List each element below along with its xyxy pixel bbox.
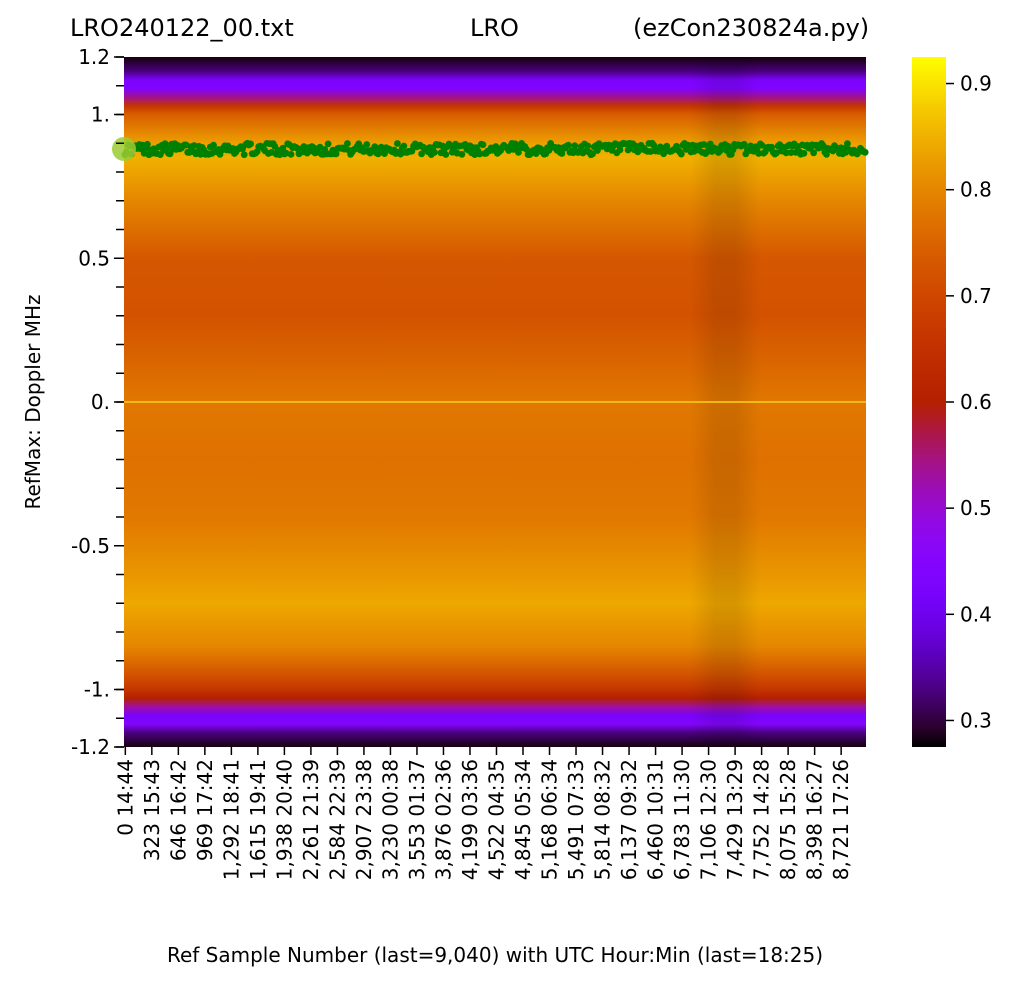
- title-left: LRO240122_00.txt: [70, 14, 294, 42]
- x-tick-label: 5,168 06:34: [538, 759, 562, 880]
- refmax-dot: [492, 143, 500, 150]
- refmax-dot: [810, 149, 817, 157]
- y-tick-label: -1.2: [71, 735, 110, 759]
- x-tick-label: 8,075 15:28: [776, 759, 800, 880]
- refmax-dot: [144, 140, 151, 148]
- refmax-dot: [740, 140, 748, 148]
- refmax-dot: [800, 149, 808, 157]
- x-tick-label: 3,876 02:36: [432, 759, 456, 880]
- x-tick-label: 5,491 07:33: [564, 759, 588, 880]
- x-tick-label: 4,522 04:35: [485, 759, 509, 880]
- refmax-dot: [844, 140, 851, 148]
- colorbar-tick-label: 0.8: [960, 178, 992, 202]
- x-tick-label: 7,429 13:29: [723, 759, 747, 880]
- refmax-dot: [240, 151, 248, 159]
- refmax-dot: [400, 142, 408, 150]
- x-axis-label: Ref Sample Number (last=9,040) with UTC …: [167, 943, 823, 967]
- x-tick-label: 4,199 03:36: [458, 759, 482, 880]
- x-tick-label: 6,460 10:31: [644, 759, 668, 880]
- refmax-dot: [324, 140, 332, 148]
- refmax-dot: [431, 149, 438, 156]
- refmax-dot: [418, 150, 425, 158]
- start-marker: [112, 137, 136, 161]
- x-tick-label: 1,292 18:41: [219, 759, 243, 880]
- colorbar-tick-label: 0.4: [960, 602, 992, 626]
- y-tick-label: 1.: [91, 103, 110, 127]
- colorbar: [912, 57, 946, 747]
- colorbar-axis: 0.3 0.4 0.5 0.6 0.7 0.8 0.9: [946, 72, 992, 732]
- x-tick-label: 2,261 21:39: [299, 759, 323, 880]
- refmax-dot: [442, 151, 450, 158]
- colorbar-tick-label: 0.7: [960, 284, 992, 308]
- refmax-dot: [724, 142, 732, 150]
- refmax-dots: [112, 137, 869, 161]
- x-tick-label: 3,553 01:37: [405, 759, 429, 880]
- refmax-dot: [677, 150, 685, 158]
- refmax-dot: [210, 141, 217, 149]
- refmax-dot: [861, 148, 869, 156]
- colorbar-tick-label: 0.9: [960, 72, 992, 96]
- refmax-dot: [571, 142, 579, 150]
- x-tick-label: 6,137 09:32: [617, 759, 641, 880]
- refmax-dot: [565, 141, 572, 149]
- x-tick-label: 1,938 20:40: [272, 759, 296, 880]
- refmax-dot: [755, 150, 763, 157]
- y-axis: 1.2 1. 0.5 0. -0.5 -1. -1.2: [71, 45, 124, 759]
- title-center: LRO: [470, 14, 519, 42]
- refmax-dot: [287, 151, 295, 158]
- x-tick-label: 0 14:44: [113, 759, 137, 836]
- x-tick-label: 7,752 14:28: [750, 759, 774, 880]
- title-right: (ezCon230824a.py): [633, 14, 870, 42]
- refmax-dot: [458, 150, 466, 158]
- refmax-dot: [823, 151, 830, 158]
- x-tick-label: 8,398 16:27: [803, 759, 827, 880]
- x-tick-label: 646 16:42: [166, 759, 190, 861]
- x-tick-label: 8,721 17:26: [829, 759, 853, 880]
- refmax-dot: [363, 141, 371, 148]
- refmax-dot: [782, 149, 790, 157]
- x-tick-label: 5,814 08:32: [591, 759, 615, 880]
- refmax-dot: [584, 142, 592, 150]
- refmax-dot: [532, 150, 540, 158]
- refmax-dot: [768, 143, 775, 151]
- refmax-dot: [279, 144, 287, 152]
- refmax-dot: [332, 150, 340, 158]
- refmax-dot: [589, 150, 596, 158]
- x-tick-label: 6,783 11:30: [670, 759, 694, 880]
- y-axis-label: RefMax: Doppler MHz: [21, 294, 45, 509]
- x-tick-label: 4,845 05:34: [511, 759, 535, 880]
- x-tick-label: 2,907 23:38: [352, 759, 376, 880]
- x-tick-label: 323 15:43: [140, 759, 164, 861]
- x-axis: 0 14:44 323 15:43 646 16:42 969 17:42 1,292 …: [113, 747, 853, 880]
- x-tick-label: 969 17:42: [193, 759, 217, 861]
- y-tick-label: 0.5: [78, 246, 110, 270]
- x-tick-label: 7,106 12:30: [697, 759, 721, 880]
- x-tick-label: 3,230 00:38: [378, 759, 402, 880]
- y-tick-label: 1.2: [78, 45, 110, 69]
- colorbar-tick-label: 0.3: [960, 708, 992, 732]
- x-tick-label: 2,584 22:39: [325, 759, 349, 880]
- colorbar-tick-label: 0.5: [960, 496, 992, 520]
- refmax-dot: [344, 140, 351, 147]
- colorbar-tick-label: 0.6: [960, 390, 992, 414]
- y-tick-label: 0.: [91, 390, 110, 414]
- refmax-dot: [616, 146, 624, 154]
- y-tick-label: -0.5: [71, 534, 110, 558]
- refmax-dot: [523, 145, 530, 153]
- refmax-dot: [558, 150, 566, 157]
- x-tick-label: 1,615 19:41: [246, 759, 270, 880]
- refmax-dot: [247, 140, 255, 148]
- refmax-dot: [787, 149, 795, 157]
- y-tick-label: -1.: [84, 678, 110, 702]
- refmax-dot: [479, 141, 487, 149]
- refmax-dot: [394, 140, 401, 147]
